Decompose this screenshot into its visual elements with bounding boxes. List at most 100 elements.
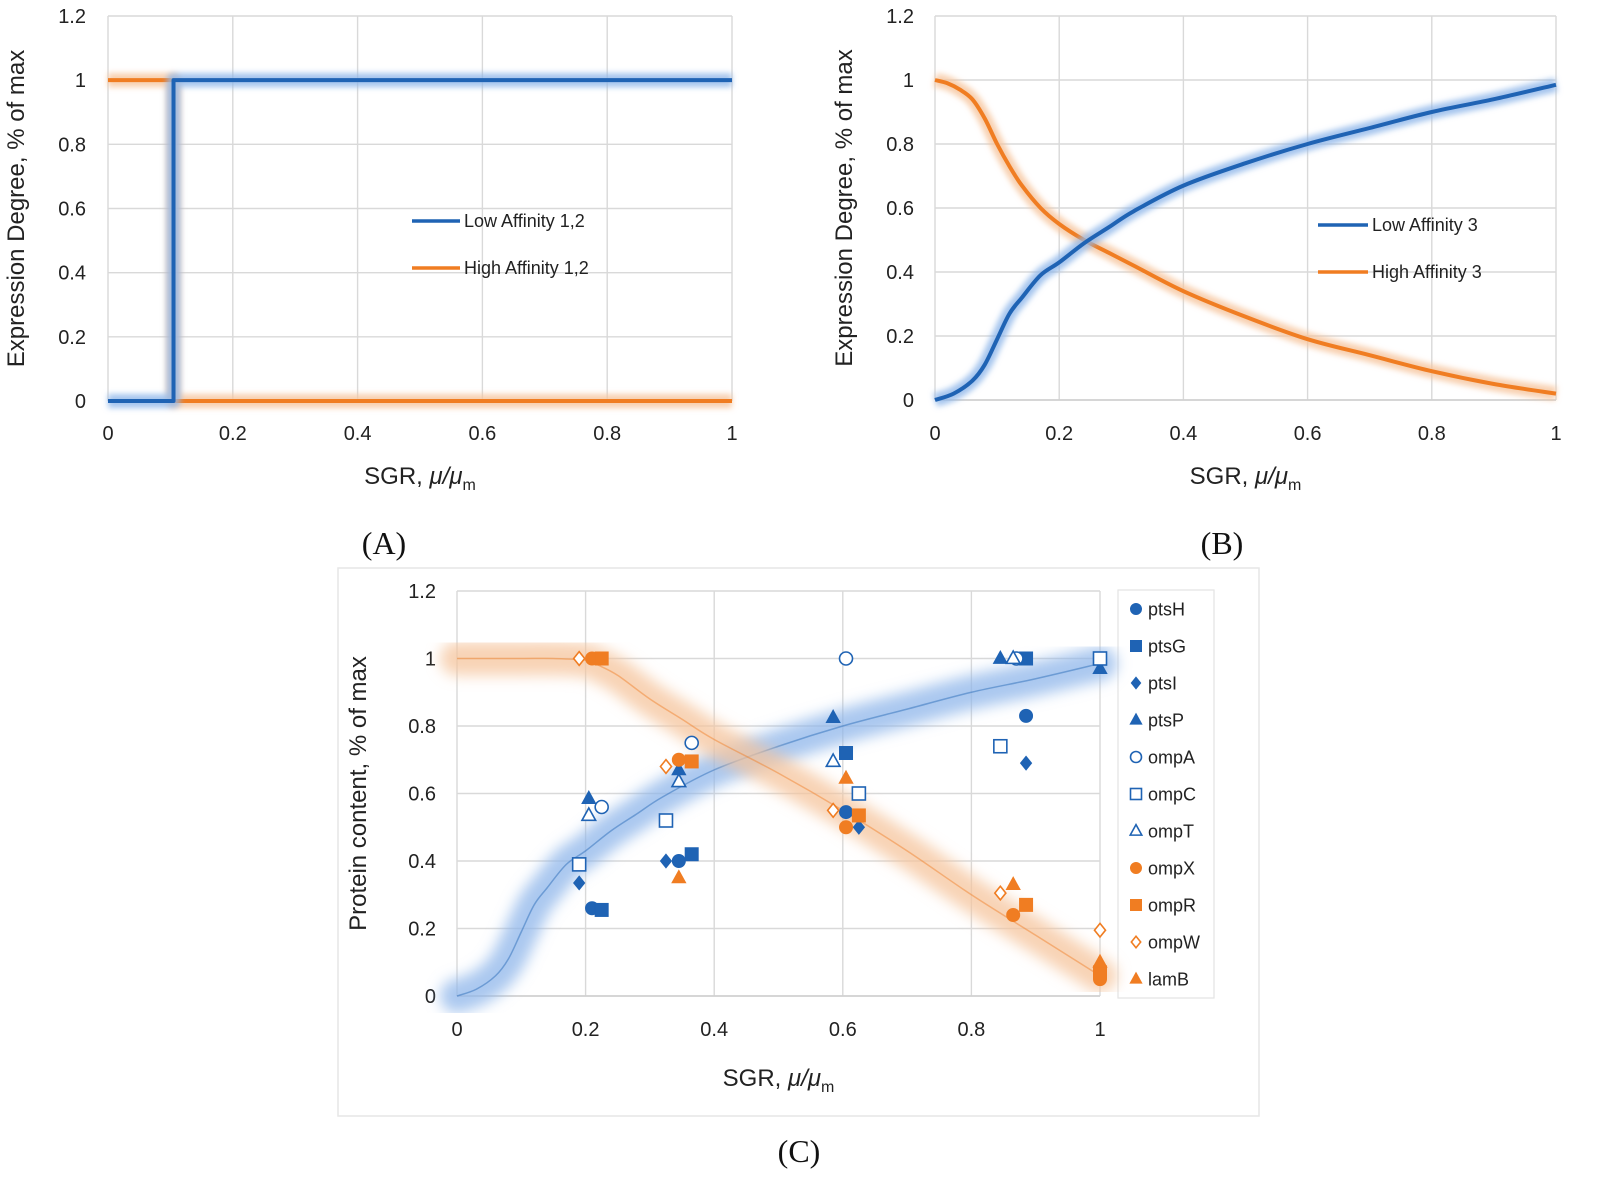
- y-tick-label-0: 0: [75, 391, 86, 413]
- point-ompa-1: [684, 735, 699, 751]
- x-tick-label-1: 0.2: [1045, 423, 1073, 445]
- low-affinity-1-2-line: [108, 78, 732, 403]
- point-ompt-3: [1005, 649, 1022, 665]
- y-tick-label-1: 0.2: [886, 326, 914, 348]
- legend-marker-ompx: [1130, 862, 1142, 874]
- y-tick-label-4: 0.8: [408, 716, 436, 738]
- point-lamb-2: [1005, 876, 1021, 890]
- y-axis-title: Expression Degree, % of max: [831, 49, 858, 366]
- x-axis-title: SGR, μ/μm: [364, 463, 476, 494]
- legend-marker-ptsp: [1129, 712, 1143, 725]
- point-ompw-4: [1093, 922, 1107, 939]
- low-affinity-fit-band: [440, 646, 1117, 1013]
- panel-label-a: (A): [362, 525, 406, 561]
- point-ompc-0: [571, 857, 587, 872]
- legend-label-ompr: ompR: [1148, 896, 1196, 916]
- legend-label-lamb: lamB: [1148, 970, 1189, 990]
- y-tick-label-1: 0.2: [408, 919, 436, 941]
- legend-label-ompa: ompA: [1148, 748, 1195, 768]
- x-tick-label-2: 0.4: [344, 423, 372, 445]
- legend-marker-ompw: [1130, 934, 1142, 950]
- point-ptsg-1: [684, 847, 699, 862]
- low-affinity-1-2-band: [108, 73, 732, 408]
- x-axis-title-text: SGR,: [364, 463, 429, 490]
- legend-marker-ptsi: [1130, 676, 1142, 690]
- x-tick-label-0: 0: [929, 423, 940, 445]
- legend-marker-ompa: [1129, 750, 1143, 764]
- point-ptsh-2: [839, 805, 854, 820]
- x-tick-label-2: 0.4: [700, 1019, 728, 1041]
- point-ptsi-3: [1019, 755, 1033, 771]
- legend-label-high-affinity-1-2: High Affinity 1,2: [464, 258, 589, 278]
- y-tick-label-2: 0.4: [58, 263, 86, 285]
- point-lamb-0: [671, 869, 687, 884]
- point-ptsi-2: [852, 819, 866, 835]
- point-ptsp-0: [581, 790, 597, 804]
- point-ompc-4: [1092, 651, 1108, 666]
- point-ptsp-3: [992, 649, 1009, 664]
- point-lamb-3: [1092, 953, 1108, 968]
- legend-label-ptsh: ptsH: [1148, 600, 1185, 620]
- point-ompr-2: [851, 808, 866, 823]
- x-tick-label-2: 0.4: [1169, 423, 1197, 445]
- point-ompr-1: [684, 754, 699, 769]
- high-affinity-fit-line: [457, 657, 1101, 977]
- legend-label-ompx: ompX: [1148, 859, 1195, 879]
- legend-marker-ompr: [1130, 899, 1142, 911]
- legend-marker-lamb: [1129, 971, 1143, 984]
- point-ompt-0: [580, 806, 597, 822]
- legend-marker-ompt: [1128, 823, 1144, 836]
- point-ompx-1: [671, 752, 686, 767]
- legend-label-high-affinity-3: High Affinity 3: [1372, 262, 1482, 282]
- y-tick-label-5: 1: [903, 70, 914, 92]
- x-axis-title-symbol: μ/μ: [1254, 463, 1288, 490]
- y-tick-label-6: 1.2: [408, 581, 436, 603]
- x-axis-title: SGR, μ/μm: [723, 1065, 835, 1096]
- low-affinity-fit-line: [456, 662, 1101, 997]
- chart-b: 0 0.2 0.4 0.6 0.8 1 1.2 0 0.2 0.4 0.6 0.8 1 SGR, μ/μm…: [831, 6, 1562, 494]
- point-ptsp-4: [1092, 660, 1108, 674]
- y-axis-title: Protein content, % of max: [345, 656, 372, 931]
- y-tick-label-3: 0.6: [58, 199, 86, 221]
- point-ompt-2: [824, 752, 842, 768]
- point-ompw-3: [993, 884, 1007, 902]
- x-tick-label-5: 1: [1550, 423, 1561, 445]
- point-ompw-1: [659, 758, 673, 775]
- point-ompx-2: [839, 820, 854, 835]
- high-affinity-3-band: [933, 73, 1558, 401]
- point-ompa-2: [838, 651, 854, 666]
- y-tick-label-6: 1.2: [58, 6, 86, 28]
- point-ompc-1: [658, 813, 674, 828]
- panel-c-frame: [337, 567, 1260, 1117]
- x-tick-label-0: 0: [102, 423, 113, 445]
- y-tick-label-0: 0: [425, 986, 436, 1008]
- x-tick-label-3: 0.6: [468, 423, 496, 445]
- point-ompc-2: [851, 786, 867, 801]
- x-tick-label-4: 0.8: [593, 423, 621, 445]
- x-tick-label-1: 0.2: [219, 423, 247, 445]
- legend-marker-ompc: [1129, 787, 1143, 801]
- legend-label-ompw: ompW: [1148, 933, 1200, 953]
- x-tick-label-5: 1: [1094, 1019, 1105, 1041]
- legend-label-low-affinity-3: Low Affinity 3: [1372, 215, 1478, 235]
- point-ompr-0: [594, 651, 609, 666]
- point-ompx-3: [1006, 908, 1021, 922]
- point-ptsh-1: [671, 854, 686, 868]
- y-tick-label-5: 1: [425, 649, 436, 671]
- high-affinity-fit-band: [440, 641, 1117, 993]
- chart-a: 0 0.2 0.4 0.6 0.8 1 1.2 0 0.2 0.4 0.6 0.8 1 SGR, μ/μm…: [3, 6, 738, 494]
- point-ompa-0: [594, 799, 609, 815]
- x-tick-label-3: 0.6: [829, 1019, 857, 1041]
- x-axis-title-subscript: m: [462, 477, 475, 494]
- high-affinity-3-line: [934, 78, 1557, 396]
- point-ptsi-1: [659, 853, 673, 869]
- legend-marker-ptsg: [1130, 640, 1142, 652]
- x-axis-title-subscript: m: [821, 1079, 834, 1096]
- y-axis-title: Expression Degree, % of max: [3, 50, 30, 367]
- high-affinity-1-2-line: [108, 78, 732, 403]
- x-axis-title-subscript: m: [1288, 477, 1301, 494]
- point-ompw-2: [826, 802, 840, 819]
- high-affinity-1-2-band: [108, 73, 732, 408]
- x-tick-label-3: 0.6: [1294, 423, 1322, 445]
